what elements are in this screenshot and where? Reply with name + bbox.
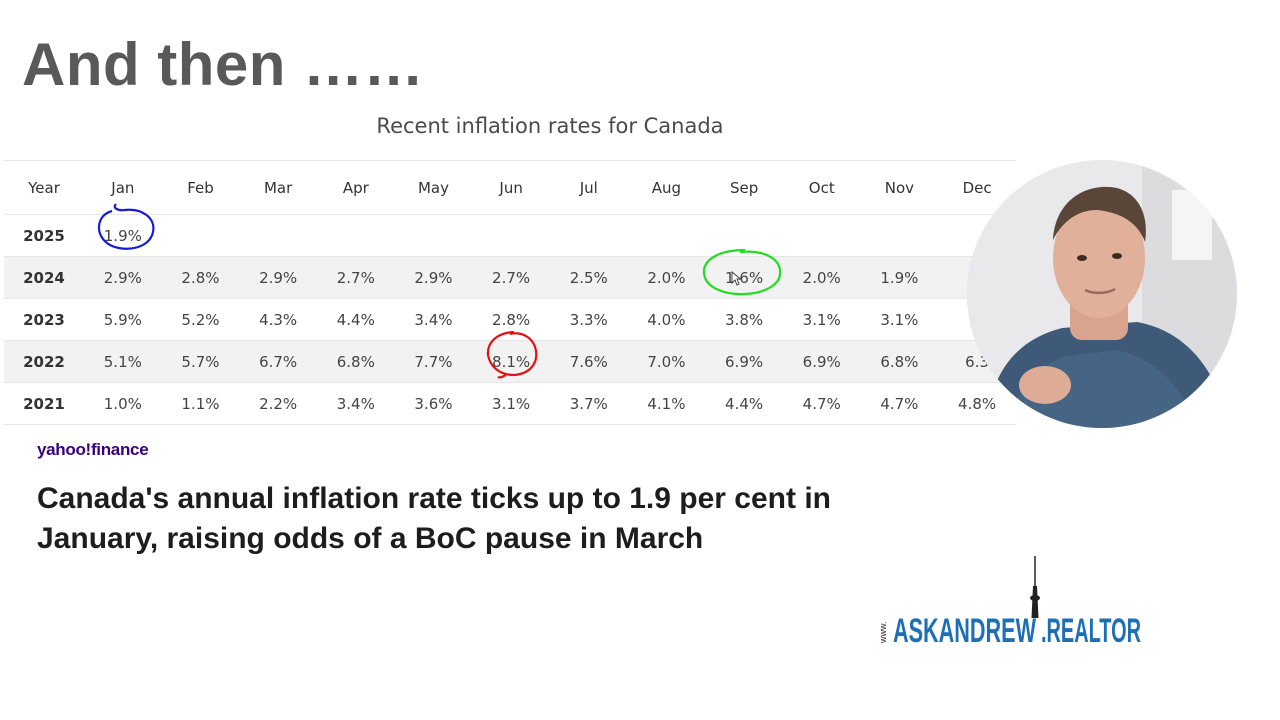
rate-cell: 3.1%	[782, 298, 861, 341]
column-header-nov[interactable]: Nov	[860, 161, 939, 215]
rate-cell	[627, 214, 706, 257]
rate-cell	[316, 214, 395, 257]
rate-cell: 3.3%	[549, 298, 628, 341]
year-cell: 2025	[4, 214, 84, 257]
column-header-jan[interactable]: Jan	[84, 161, 162, 215]
rate-cell: 2.7%	[472, 256, 550, 299]
table-row: 2023 5.9% 5.2% 4.3% 4.4% 3.4% 2.8% 3.3% …	[4, 298, 1016, 341]
rate-cell	[161, 214, 240, 257]
news-headline[interactable]: Canada's annual inflation rate ticks up …	[37, 482, 831, 555]
table-row: 2025 1.9%	[4, 214, 1016, 257]
column-header-sep[interactable]: Sep	[705, 161, 783, 215]
column-header-feb[interactable]: Feb	[161, 161, 240, 215]
rate-cell: 3.6%	[394, 382, 473, 425]
column-header-mar[interactable]: Mar	[239, 161, 317, 215]
rate-cell: 7.7%	[394, 340, 473, 383]
presenter-webcam	[967, 160, 1237, 428]
rate-cell: 2.2%	[239, 382, 317, 425]
rate-cell: 6.9%	[705, 340, 783, 383]
rate-cell: 4.4%	[316, 298, 395, 341]
rate-cell: 3.4%	[316, 382, 395, 425]
inflation-table-container: Year Jan Feb Mar Apr May Jun Jul Aug Sep…	[4, 160, 1016, 425]
rate-cell	[472, 214, 550, 257]
yahoo-logo-suffix: finance	[90, 440, 149, 459]
mouse-cursor-icon	[731, 271, 741, 286]
rate-cell: 1.0%	[84, 382, 162, 425]
presenter-silhouette-icon	[967, 160, 1237, 428]
rate-cell: 4.8%	[938, 382, 1016, 425]
rate-cell: 6.8%	[316, 340, 395, 383]
brand-name: ASKANDREW	[893, 612, 1037, 648]
rate-cell: 1.6%	[705, 256, 783, 299]
column-header-aug[interactable]: Aug	[627, 161, 706, 215]
rate-cell: 5.2%	[161, 298, 240, 341]
rate-cell: 7.6%	[549, 340, 628, 383]
table-row: 2024 2.9% 2.8% 2.9% 2.7% 2.9% 2.7% 2.5% …	[4, 256, 1016, 299]
table-row: 2021 1.0% 1.1% 2.2% 3.4% 3.6% 3.1% 3.7% …	[4, 382, 1016, 425]
rate-cell	[239, 214, 317, 257]
rate-cell: 2.8%	[472, 298, 550, 341]
rate-cell: 2.9%	[239, 256, 317, 299]
rate-cell: 2.8%	[161, 256, 240, 299]
rate-cell: 3.7%	[549, 382, 628, 425]
year-cell: 2024	[4, 256, 84, 299]
column-header-may[interactable]: May	[394, 161, 473, 215]
column-header-year[interactable]: Year	[4, 161, 84, 215]
brand-suffix: .REALTOR	[1041, 612, 1141, 648]
table-row: 2022 5.1% 5.7% 6.7% 6.8% 7.7% 8.1% 7.6% …	[4, 340, 1016, 383]
column-header-oct[interactable]: Oct	[782, 161, 861, 215]
year-cell: 2021	[4, 382, 84, 425]
column-header-jun[interactable]: Jun	[472, 161, 550, 215]
rate-cell: 6.3	[938, 340, 1016, 383]
rate-cell: 3.8%	[705, 298, 783, 341]
rate-cell: 6.7%	[239, 340, 317, 383]
rate-cell	[782, 214, 861, 257]
rate-cell: 2.0%	[782, 256, 861, 299]
rate-cell: 4.3%	[239, 298, 317, 341]
rate-cell: 4.7%	[782, 382, 861, 425]
slide-title: And then ……	[22, 31, 425, 98]
rate-cell	[549, 214, 628, 257]
table-header-row: Year Jan Feb Mar Apr May Jun Jul Aug Sep…	[4, 161, 1016, 215]
inflation-rates-table: Year Jan Feb Mar Apr May Jun Jul Aug Sep…	[4, 161, 1016, 425]
column-header-apr[interactable]: Apr	[316, 161, 395, 215]
rate-cell: 6.8%	[860, 340, 939, 383]
rate-cell: 1.9%	[860, 256, 939, 299]
table-title: Recent inflation rates for Canada	[376, 114, 724, 138]
year-cell: 2022	[4, 340, 84, 383]
yahoo-logo-text: yahoo!	[37, 440, 91, 459]
rate-cell	[394, 214, 473, 257]
askandrew-realtor-logo: www. ASKANDREW .REALTOR	[880, 556, 1141, 648]
rate-cell: 4.4%	[705, 382, 783, 425]
brand-prefix: www.	[880, 621, 888, 644]
rate-cell: 2.0%	[627, 256, 706, 299]
year-cell: 2023	[4, 298, 84, 341]
rate-cell: 5.7%	[161, 340, 240, 383]
rate-cell: 1.9%	[84, 214, 162, 257]
rate-cell: 1.1%	[161, 382, 240, 425]
rate-cell	[860, 214, 939, 257]
rate-cell: 8.1%	[472, 340, 550, 383]
rate-cell: 5.9%	[84, 298, 162, 341]
rate-cell: 4.0%	[627, 298, 706, 341]
rate-cell: 4.1%	[627, 382, 706, 425]
rate-cell: 2.9%	[394, 256, 473, 299]
rate-cell: 5.1%	[84, 340, 162, 383]
rate-cell: 3.1%	[860, 298, 939, 341]
rate-cell: 3.4%	[394, 298, 473, 341]
rate-cell: 7.0%	[627, 340, 706, 383]
rate-cell: 2.5%	[549, 256, 628, 299]
rate-cell: 2.7%	[316, 256, 395, 299]
rate-cell	[705, 214, 783, 257]
rate-cell: 3.1%	[472, 382, 550, 425]
rate-cell: 6.9%	[782, 340, 861, 383]
column-header-jul[interactable]: Jul	[549, 161, 628, 215]
rate-cell: 2.9%	[84, 256, 162, 299]
yahoo-finance-logo: yahoo!finance	[37, 440, 149, 460]
rate-cell: 4.7%	[860, 382, 939, 425]
